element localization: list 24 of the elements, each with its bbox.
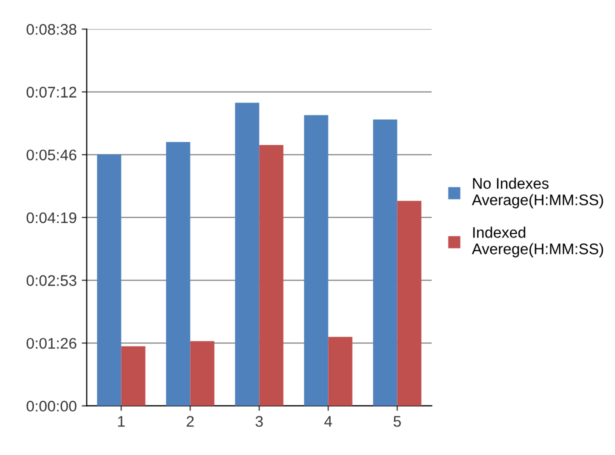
bar	[121, 346, 146, 406]
y-tick-label: 0:08:38	[26, 24, 76, 35]
y-tick-label: 0:05:46	[26, 150, 76, 160]
legend-label: Indexed Averege(H:MM:SS)	[472, 226, 604, 258]
y-tick-label: 0:07:12	[26, 86, 76, 98]
y-tick-label: 0:00:00	[26, 400, 76, 412]
y-tick-label: 0:02:53	[26, 275, 76, 286]
bar	[259, 144, 284, 406]
x-tick-label: 3	[256, 416, 263, 427]
x-tick-label: 1	[118, 416, 125, 427]
bar	[397, 200, 422, 406]
legend-label: No Indexes Average(H:MM:SS)	[472, 178, 604, 208]
bar	[166, 142, 190, 406]
x-tick-label: 2	[186, 416, 194, 427]
bar	[190, 341, 214, 406]
y-tick-label: 0:04:19	[26, 212, 76, 224]
bar	[373, 120, 398, 406]
bar	[304, 115, 328, 406]
bar	[235, 102, 260, 406]
y-tick-label: 0:01:26	[26, 338, 76, 349]
bar	[328, 336, 352, 406]
bar	[97, 154, 122, 406]
x-tick-label: 4	[324, 416, 332, 427]
x-tick-label: 5	[394, 416, 401, 427]
